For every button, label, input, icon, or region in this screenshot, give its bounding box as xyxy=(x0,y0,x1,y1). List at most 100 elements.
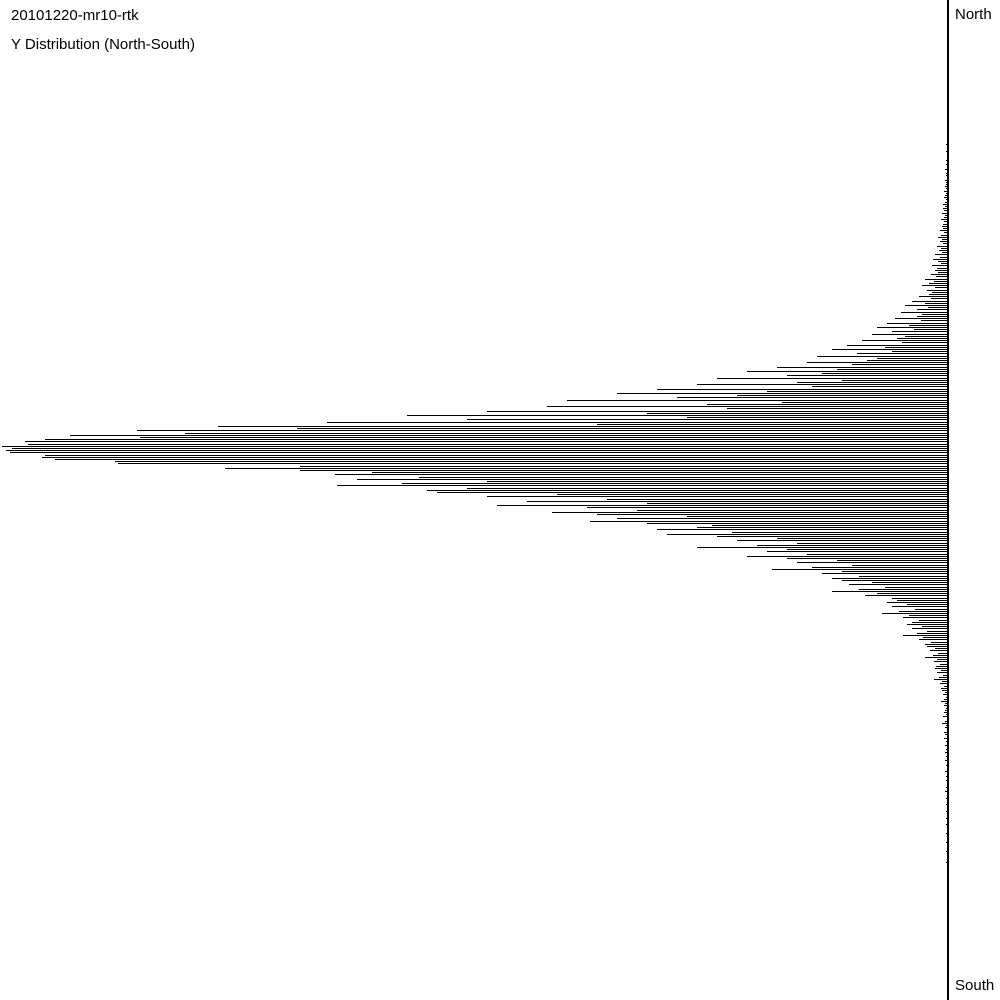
histogram-bar xyxy=(933,655,948,656)
histogram-bar xyxy=(747,556,948,557)
histogram-bar xyxy=(877,593,948,594)
histogram-bar xyxy=(797,382,948,383)
histogram-bar xyxy=(487,481,948,482)
histogram-bar xyxy=(842,380,948,381)
histogram-bar xyxy=(939,250,948,251)
histogram-bar xyxy=(944,232,948,233)
histogram-bar xyxy=(905,305,948,306)
histogram-bar xyxy=(902,342,948,343)
axis-label-north: North xyxy=(955,6,992,23)
histogram-bar xyxy=(617,393,948,394)
histogram-bar xyxy=(527,501,948,502)
histogram-bar xyxy=(938,272,948,273)
histogram-bar xyxy=(944,738,948,739)
histogram-bar xyxy=(637,510,948,511)
histogram-bar xyxy=(915,609,948,610)
histogram-bar xyxy=(921,320,948,321)
histogram-bar xyxy=(300,466,948,467)
histogram-bar xyxy=(925,303,948,304)
histogram-bar xyxy=(12,448,948,449)
histogram-bar xyxy=(657,389,948,390)
histogram-bar xyxy=(717,536,948,537)
histogram-bar xyxy=(935,287,948,288)
histogram-bar xyxy=(941,701,948,702)
histogram-bar xyxy=(70,435,948,436)
histogram-bar xyxy=(943,716,948,717)
histogram-bar xyxy=(936,276,948,277)
histogram-bar xyxy=(945,760,948,761)
histogram-bar xyxy=(885,347,948,348)
chart-title: 20101220-mr10-rtk xyxy=(11,7,139,24)
histogram-bar xyxy=(936,666,948,667)
histogram-bar xyxy=(944,686,948,687)
histogram-bar xyxy=(437,492,948,493)
histogram-bar xyxy=(842,571,948,572)
histogram-bar xyxy=(6,450,948,451)
histogram-bar xyxy=(897,600,948,601)
histogram-bar xyxy=(928,307,948,308)
histogram-bar xyxy=(934,679,948,680)
histogram-bar xyxy=(832,349,948,350)
histogram-bar xyxy=(737,395,948,396)
histogram-bar xyxy=(943,228,948,229)
histogram-bar xyxy=(895,318,948,319)
histogram-bar xyxy=(944,197,948,198)
histogram-bar xyxy=(940,257,948,258)
histogram-bar xyxy=(467,419,948,420)
histogram-bar xyxy=(667,534,948,535)
histogram-bar xyxy=(938,261,948,262)
histogram-bar xyxy=(941,219,948,220)
histogram-bar xyxy=(647,503,948,504)
histogram-bar xyxy=(925,279,948,280)
histogram-bar xyxy=(937,659,948,660)
histogram-bar xyxy=(944,191,948,192)
histogram-bar xyxy=(467,488,948,489)
histogram-bar xyxy=(807,362,948,363)
histogram-bar xyxy=(903,635,948,636)
histogram-bar xyxy=(657,529,948,530)
histogram-bar xyxy=(882,613,948,614)
histogram-bar xyxy=(922,314,948,315)
histogram-bar xyxy=(812,567,948,568)
histogram-bar xyxy=(865,595,948,596)
histogram-bar xyxy=(892,606,948,607)
histogram-bar xyxy=(922,626,948,627)
histogram-bar xyxy=(931,298,948,299)
histogram-bar xyxy=(787,558,948,559)
histogram-bar xyxy=(807,554,948,555)
histogram-bar xyxy=(797,543,948,544)
histogram-bar xyxy=(822,573,948,574)
histogram-bar xyxy=(942,252,948,253)
histogram-bar xyxy=(937,268,948,269)
histogram-bar xyxy=(943,224,948,225)
histogram-bar xyxy=(944,217,948,218)
histogram-bar xyxy=(919,620,948,621)
histogram-bar xyxy=(607,499,948,500)
histogram-bar xyxy=(862,340,948,341)
histogram-bar xyxy=(185,433,948,434)
histogram-bar xyxy=(767,391,948,392)
histogram-bar xyxy=(732,532,948,533)
histogram-bar xyxy=(943,204,948,205)
histogram-bar xyxy=(937,246,948,247)
histogram-bar xyxy=(939,677,948,678)
histogram-bar xyxy=(687,417,948,418)
histogram-bar xyxy=(912,628,948,629)
histogram-bar xyxy=(225,468,948,469)
histogram-bar xyxy=(697,384,948,385)
histogram-bar xyxy=(10,452,948,453)
histogram-bar xyxy=(897,338,948,339)
histogram-bar xyxy=(822,373,948,374)
histogram-bar xyxy=(419,477,948,478)
histogram-bar xyxy=(925,644,948,645)
histogram-bar xyxy=(852,364,948,365)
histogram-bar xyxy=(42,457,948,458)
histogram-bar xyxy=(940,683,948,684)
histogram-bar xyxy=(887,602,948,603)
histogram-bar xyxy=(927,290,948,291)
histogram-bar xyxy=(587,507,948,508)
histogram-bar xyxy=(140,437,948,438)
histogram-bar xyxy=(2,446,948,447)
